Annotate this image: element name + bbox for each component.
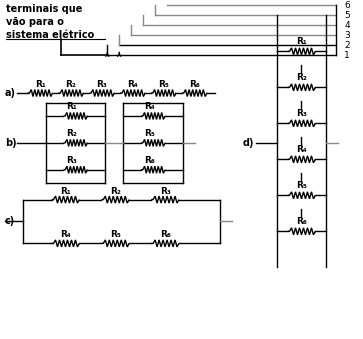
Text: 5: 5 [344, 11, 350, 20]
Text: 2: 2 [344, 41, 350, 50]
Text: R₃: R₃ [66, 156, 77, 165]
Text: R₃: R₃ [296, 109, 307, 118]
Text: R₂: R₂ [296, 73, 307, 82]
Text: R₂: R₂ [66, 129, 77, 138]
Text: R₅: R₅ [110, 231, 121, 239]
Text: d): d) [243, 138, 254, 148]
Text: R₂: R₂ [66, 80, 76, 89]
Text: R₅: R₅ [158, 80, 169, 89]
Text: R₁: R₁ [296, 37, 307, 46]
Text: R₃: R₃ [97, 80, 107, 89]
Text: terminais que
vão para o
sistema elétrico: terminais que vão para o sistema elétric… [6, 4, 94, 40]
Text: R₄: R₄ [127, 80, 138, 89]
Text: R₁: R₁ [66, 102, 77, 111]
Text: R₄: R₄ [144, 102, 155, 111]
Text: R₅: R₅ [296, 181, 307, 190]
Text: R₃: R₃ [160, 186, 171, 196]
Text: R₆: R₆ [144, 156, 155, 165]
Text: R₁: R₁ [35, 80, 45, 89]
Text: R₆: R₆ [296, 217, 307, 226]
Text: b): b) [5, 138, 16, 148]
Text: 3: 3 [344, 31, 350, 40]
Text: R₆: R₆ [189, 80, 200, 89]
Text: R₅: R₅ [144, 129, 155, 138]
Text: R₁: R₁ [60, 186, 71, 196]
Text: R₄: R₄ [60, 231, 71, 239]
Text: a): a) [5, 88, 16, 98]
Text: c): c) [5, 217, 15, 226]
Text: 4: 4 [344, 21, 350, 30]
Text: R₂: R₂ [110, 186, 121, 196]
Text: R₄: R₄ [296, 145, 307, 154]
Text: R₆: R₆ [160, 231, 171, 239]
Text: 1: 1 [344, 51, 350, 60]
Text: 6: 6 [344, 1, 350, 10]
